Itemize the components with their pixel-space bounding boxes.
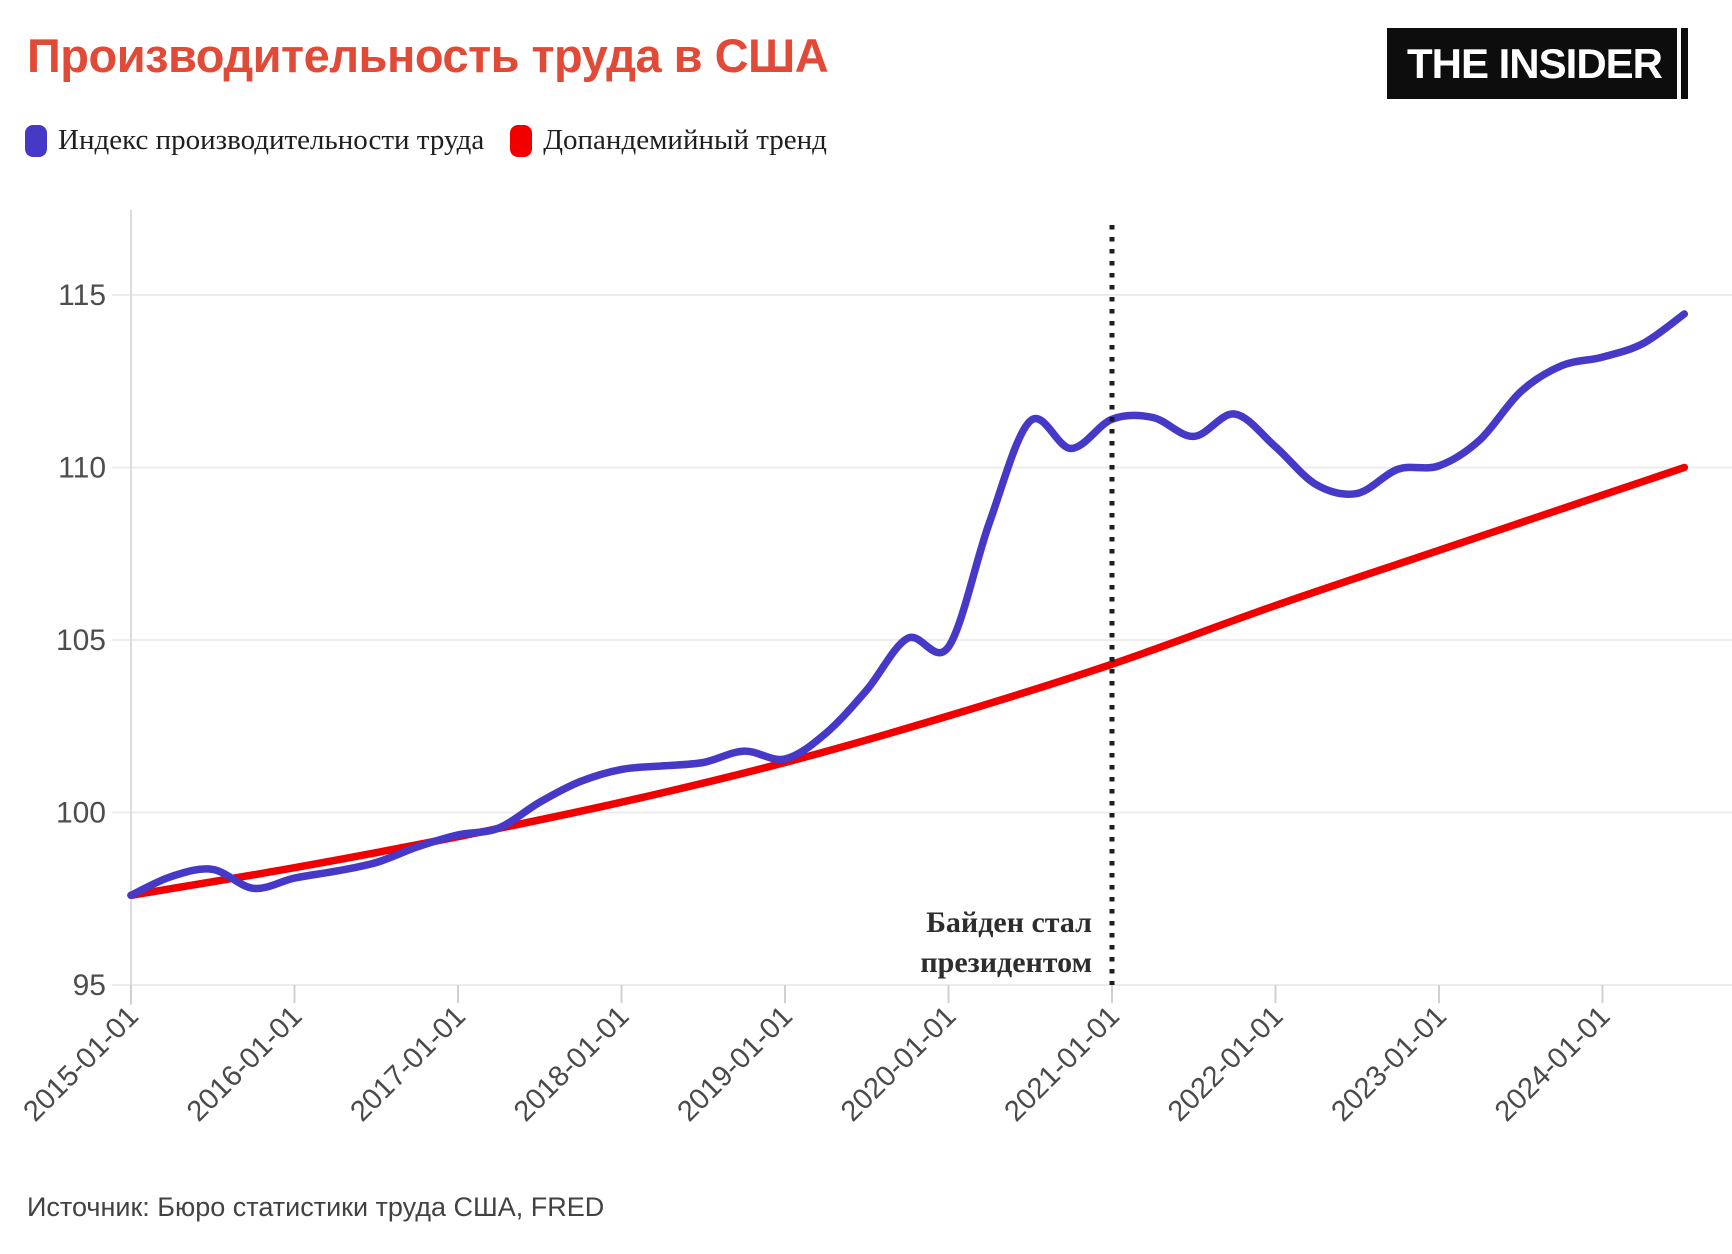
the-insider-logo: THE INSIDER [1386,28,1688,99]
y-tick-label-115: 115 [58,279,106,312]
x-tick-label-2016: 2016-01-01 [181,1000,309,1128]
logo-text: THE INSIDER [1406,39,1663,87]
x-tick-label-2018: 2018-01-01 [508,1000,636,1128]
legend-item-prepandemic-trend: Допандемийный тренд [510,124,827,157]
legend-label-prepandemic-trend: Допандемийный тренд [543,124,827,156]
annotation-line-2: президентом [920,946,1092,979]
x-tick-label-2022: 2022-01-01 [1162,1000,1290,1128]
legend-swatch-blue [25,124,47,157]
x-tick-label-2017: 2017-01-01 [344,1000,472,1128]
y-tick-label-105: 105 [56,624,106,657]
page-title: Производительность труда в США [27,29,829,82]
y-tick-label-100: 100 [56,797,106,830]
productivity-index-line [127,310,1689,900]
logo-cursor-bar [1677,28,1681,99]
legend-label-productivity-index: Индекс производительности труда [58,124,485,156]
y-tick-label-110: 110 [58,452,106,485]
prepandemic-trend-line [127,463,1689,900]
x-tick-label-2021: 2021-01-01 [998,1000,1126,1128]
x-tick-label-2015: 2015-01-01 [17,1000,145,1128]
annotation-line-1: Байден стал [926,906,1092,939]
y-tick-label-95: 95 [73,969,106,1002]
legend-swatch-red [510,124,533,157]
x-tick-label-2019: 2019-01-01 [671,1000,799,1128]
x-tick-label-2023: 2023-01-01 [1325,1000,1453,1128]
x-tick-label-2020: 2020-01-01 [835,1000,963,1128]
x-tick-label-2024: 2024-01-01 [1489,1000,1617,1128]
legend-item-productivity-index: Индекс производительности труда [25,124,484,157]
source-note: Источник: Бюро статистики труда США, FRE… [27,1192,605,1222]
legend: Индекс производительности труда Допандем… [25,124,827,157]
